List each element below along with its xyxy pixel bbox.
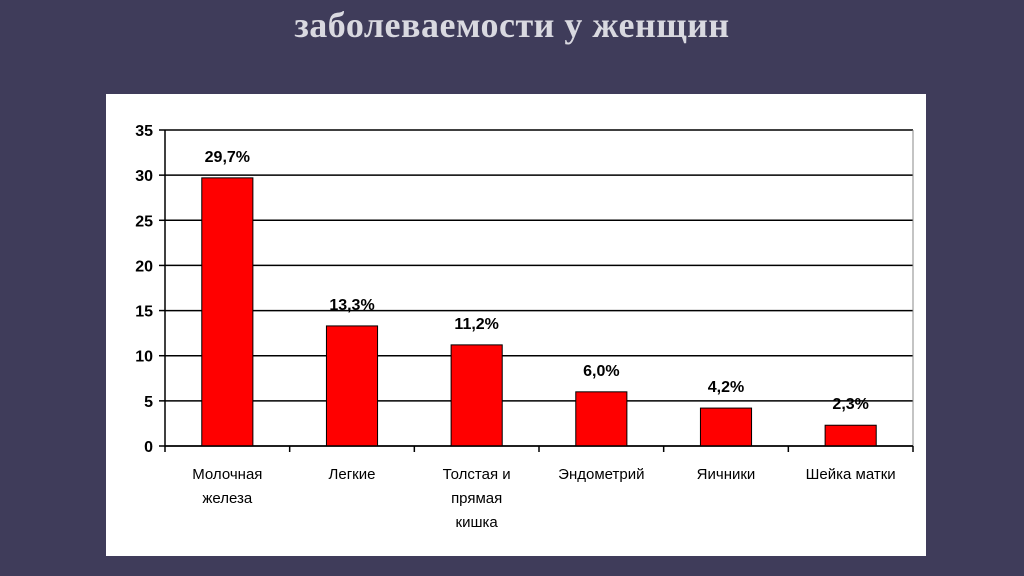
bar [699,407,753,447]
y-tick-label: 25 [135,213,153,230]
bar [575,391,628,447]
bar [201,177,254,447]
category-label: Легкие [329,466,376,483]
bar [824,424,877,447]
y-tick-label: 30 [135,168,153,185]
bar [450,344,503,447]
data-label: 11,2% [454,316,498,333]
data-label: 13,3% [329,297,374,314]
slide-title: заболеваемости у женщин [294,5,730,45]
y-tick-label: 20 [135,258,153,275]
category-label: кишка [456,514,499,531]
category-label: Толстая и [443,466,511,483]
category-label: Шейка матки [806,466,896,483]
category-label: Молочная [192,466,262,483]
y-tick-label: 15 [135,304,153,321]
data-label: 6,0% [583,363,619,380]
data-label: 29,7% [205,149,250,166]
bar [325,325,379,447]
data-label: 2,3% [832,396,868,413]
data-label: 4,2% [708,379,744,396]
y-tick-label: 10 [135,349,153,366]
y-tick-label: 5 [144,394,153,411]
category-label: Яичники [697,466,756,483]
category-label: железа [202,490,253,507]
y-tick-label: 35 [135,123,153,140]
category-label: Эндометрий [558,466,644,483]
category-label: прямая [451,490,502,507]
y-tick-label: 0 [144,439,153,456]
